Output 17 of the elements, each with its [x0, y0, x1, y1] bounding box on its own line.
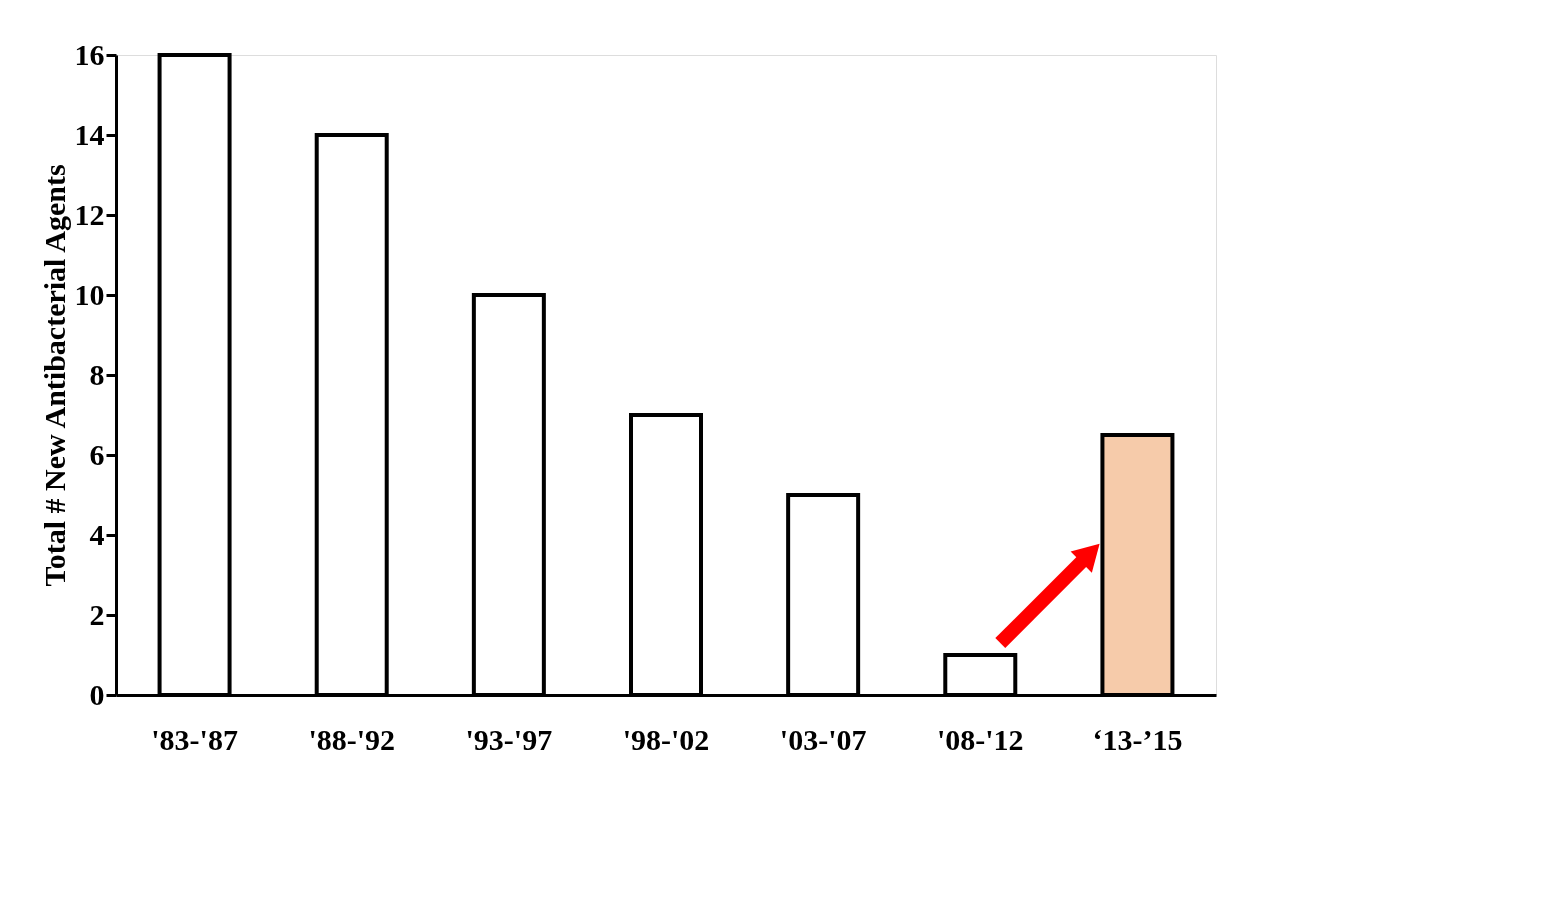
x-tick-label: '03-'07	[779, 722, 867, 756]
y-tick-label: 14	[74, 117, 105, 151]
x-tick-label: '83-'87	[151, 722, 238, 756]
y-tick-label: 6	[89, 437, 105, 471]
y-tick-label: 2	[89, 597, 105, 631]
y-tick-label: 12	[74, 197, 105, 231]
x-tick-label: '08-'12	[936, 722, 1024, 756]
y-tick-label: 8	[89, 357, 105, 391]
y-tick-label: 4	[89, 517, 105, 551]
y-tick-label: 10	[74, 277, 105, 311]
y-tick-label: 16	[74, 37, 105, 71]
x-tick-label: '98-'02	[622, 722, 710, 756]
x-tick-label: '88-'92	[308, 722, 396, 756]
y-tick-label: 0	[89, 677, 105, 711]
x-tick-label: '93-'97	[465, 722, 553, 756]
x-tick-label: ‘13-’15	[1092, 722, 1183, 756]
y-axis-title: Total # New Antibacterial Agents	[37, 164, 71, 587]
